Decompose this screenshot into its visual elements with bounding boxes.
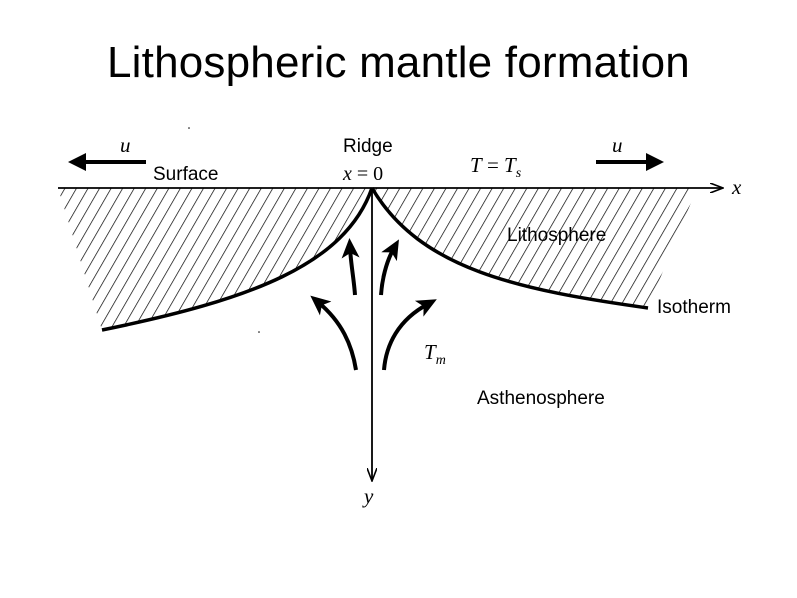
scan-speck [258, 331, 260, 333]
isotherm-curve-right [370, 187, 649, 310]
x-axis-label: x [731, 175, 742, 199]
lithosphere-hatch-right [372, 188, 697, 308]
upwelling-arrow-outer-left [310, 295, 358, 371]
ridge-position-label: x = 0 [342, 163, 383, 185]
lithosphere-label: Lithosphere [507, 225, 606, 246]
lithosphere-hatch-left [58, 188, 372, 330]
mantle-temperature-label: Tm [424, 340, 446, 368]
ridge-label: Ridge [343, 136, 393, 157]
asthenosphere-label: Asthenosphere [477, 388, 605, 409]
plate-motion-arrow-left [68, 153, 146, 171]
velocity-label-left: u [120, 133, 131, 157]
isotherm-label: Isotherm [657, 297, 731, 318]
y-axis-label: y [362, 484, 374, 508]
surface-temperature-label: T = Ts [470, 153, 522, 181]
isotherm-curve-left [101, 187, 374, 332]
slide-title: Lithospheric mantle formation [107, 38, 690, 87]
plate-motion-arrow-right [596, 153, 664, 171]
surface-label: Surface [153, 164, 218, 185]
velocity-label-right: u [612, 133, 623, 157]
upwelling-arrow-inner-right [379, 239, 399, 296]
scan-speck [188, 127, 190, 129]
upwelling-arrow-outer-right [382, 299, 437, 371]
upwelling-arrow-inner-left [341, 238, 360, 296]
